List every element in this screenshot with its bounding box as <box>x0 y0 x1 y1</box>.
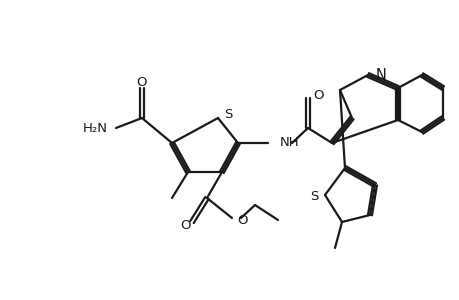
Text: S: S <box>310 190 318 203</box>
Text: O: O <box>180 220 191 232</box>
Text: O: O <box>312 88 323 101</box>
Text: O: O <box>136 76 147 88</box>
Text: N: N <box>375 68 386 82</box>
Text: S: S <box>224 107 232 121</box>
Text: NH: NH <box>280 136 299 149</box>
Text: O: O <box>236 214 247 227</box>
Text: H₂N: H₂N <box>83 122 108 134</box>
